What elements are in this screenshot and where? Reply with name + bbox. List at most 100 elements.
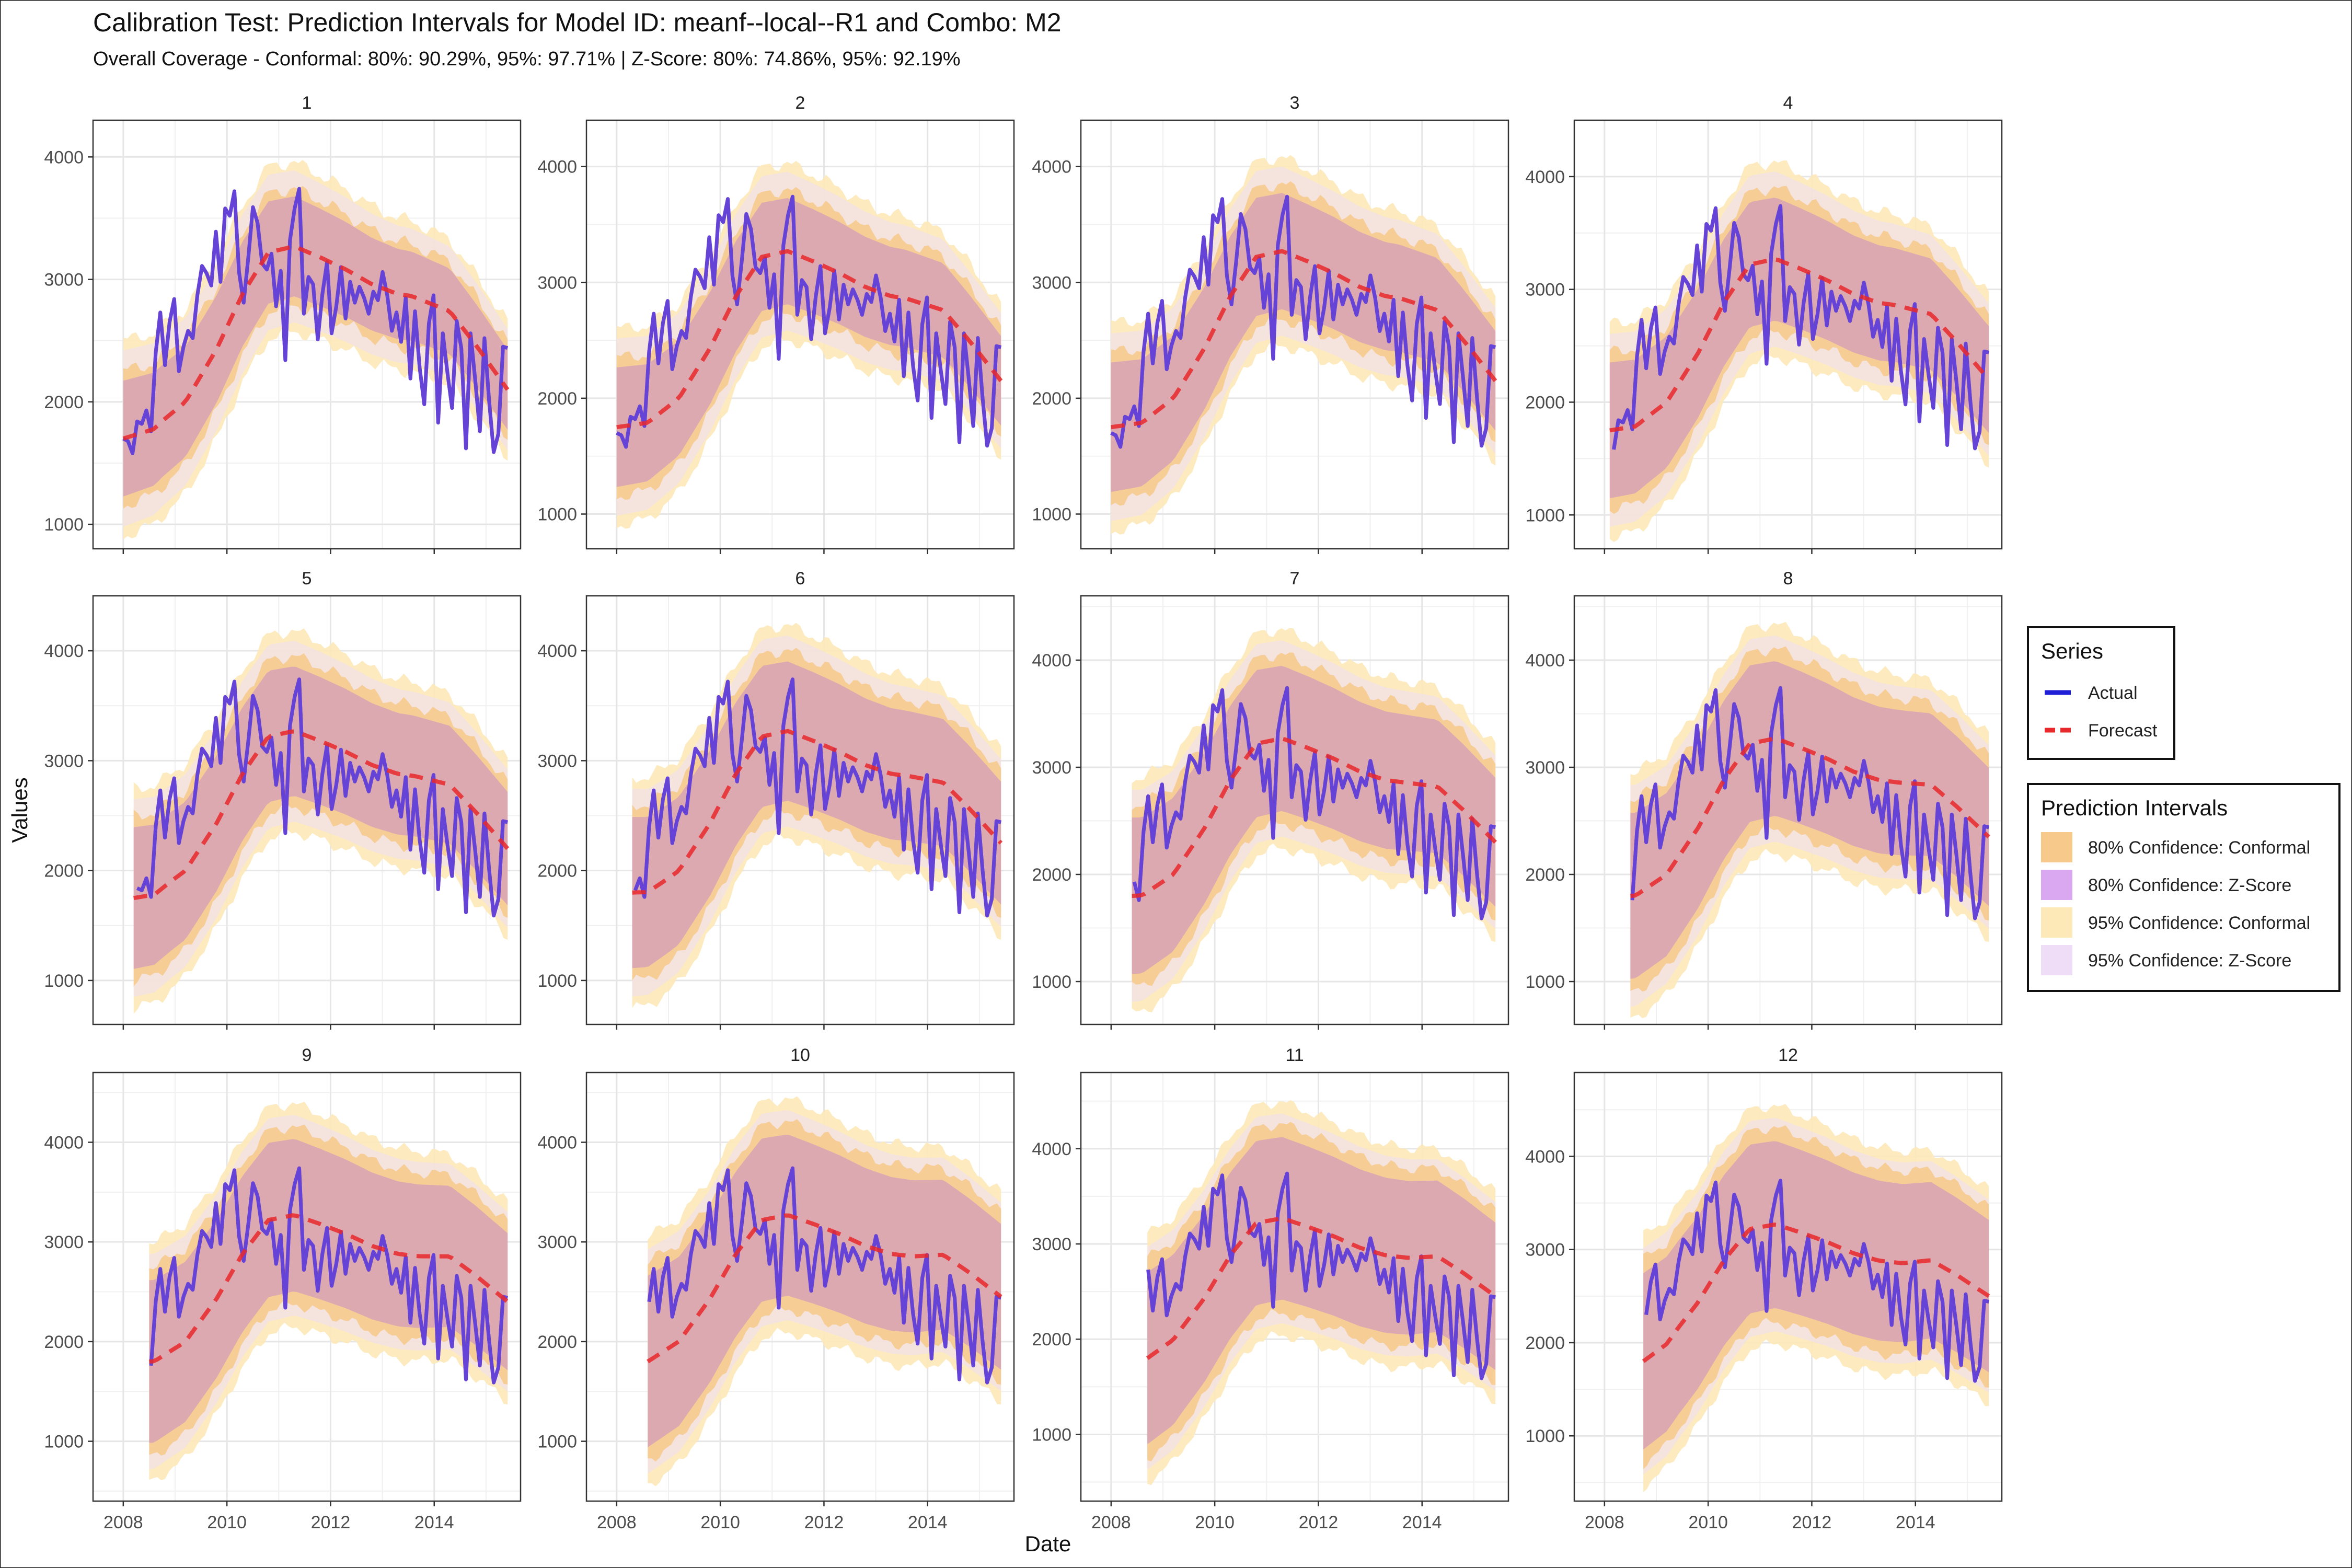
x-tick-label: 2012 (1792, 1513, 1832, 1532)
legend-intervals-title: Prediction Intervals (2041, 795, 2228, 820)
facet-panel-2: 2 1000 2000 3000 4000 (537, 93, 1015, 554)
y-tick-label: 2000 (1032, 865, 1071, 885)
x-tick-label: 2008 (1585, 1513, 1624, 1532)
y-tick-label: 3000 (44, 1232, 84, 1252)
y-tick-label: 3000 (1032, 1235, 1071, 1254)
y-tick-label: 3000 (537, 751, 577, 771)
legend-intervals-box (2027, 783, 2341, 992)
facet-panel-9: 9 1000 2000 3000 4000 2008 2010 2012 2014 (44, 1045, 522, 1532)
actual-line-overlay (616, 194, 1002, 449)
forecast-line (1146, 1216, 1497, 1360)
y-tick-label: 2000 (1525, 393, 1565, 412)
forecast-line (1642, 1223, 1990, 1363)
legend-interval-label: 95% Confidence: Conformal (2088, 913, 2310, 933)
forecast-line (647, 1213, 1002, 1364)
facet-panel-6: 6 1000 2000 3000 4000 (537, 569, 1015, 1030)
facet-panel-3: 3 1000 2000 3000 4000 (1032, 93, 1509, 554)
forecast-line (1609, 257, 1991, 433)
actual-line-overlay (1612, 204, 1990, 451)
y-tick-label: 2000 (44, 861, 84, 881)
y-tick-label: 4000 (1032, 157, 1071, 177)
x-tick-label: 2008 (1091, 1513, 1131, 1532)
legend-series-label: Forecast (2088, 721, 2158, 741)
legend-interval-swatch (2041, 832, 2072, 862)
legend-interval-label: 95% Confidence: Z-Score (2088, 951, 2291, 971)
y-tick-label: 4000 (1032, 651, 1071, 671)
y-tick-label: 1000 (1525, 505, 1565, 525)
y-tick-label: 3000 (1525, 280, 1565, 300)
forecast-line (1111, 249, 1497, 430)
y-tick-label: 4000 (44, 641, 84, 661)
actual-line-overlay (647, 1166, 1001, 1385)
legend-intervals: Prediction Intervals 80% Confidence: Conf… (2027, 783, 2341, 992)
panel-border (1080, 119, 1509, 550)
actual-line-overlay (1110, 194, 1496, 449)
y-tick-label: 4000 (537, 1133, 577, 1152)
actual-line-overlay (1644, 1179, 1989, 1383)
facet-panel-5: 5 1000 2000 3000 4000 (44, 569, 522, 1030)
facet-label: 10 (790, 1045, 810, 1065)
facet-panel-12: 12 1000 2000 3000 4000 2008 2010 2012 2014 (1525, 1045, 2003, 1532)
y-tick-label: 1000 (44, 515, 84, 535)
facet-label: 1 (302, 93, 312, 113)
interval-bands (133, 628, 508, 1014)
y-tick-label: 1000 (1032, 1425, 1071, 1445)
facet-label: 7 (1290, 569, 1300, 589)
legend-series-label: Actual (2088, 683, 2138, 703)
facet-panel-4: 4 1000 2000 3000 4000 (1525, 93, 2003, 554)
panel-border (1080, 595, 1509, 1025)
panel-border (92, 595, 522, 1025)
y-tick-label: 1000 (44, 971, 84, 991)
facet-label: 12 (1778, 1045, 1798, 1065)
band-80-zscore (1111, 193, 1496, 492)
x-tick-label: 2010 (700, 1513, 740, 1532)
band-80-zscore (648, 1135, 1001, 1447)
y-tick-label: 4000 (44, 147, 84, 167)
legend-interval-label: 80% Confidence: Conformal (2088, 838, 2310, 858)
x-tick-label: 2012 (1299, 1513, 1339, 1532)
facet-panels: 1 1000 2000 3000 4000 21000200030004000310002… (44, 93, 2003, 1532)
interval-bands (123, 159, 508, 539)
legend-interval-swatch (2041, 870, 2072, 900)
forecast-line (149, 1213, 509, 1364)
y-tick-label: 2000 (44, 393, 84, 412)
y-tick-label: 2000 (537, 861, 577, 881)
x-tick-label: 2008 (597, 1513, 637, 1532)
interval-bands (648, 1096, 1001, 1486)
y-tick-label: 3000 (1032, 758, 1071, 778)
panel-border (585, 119, 1015, 550)
y-tick-label: 2000 (1525, 1333, 1565, 1353)
facet-panel-10: 10 1000 2000 3000 4000 2008 2010 2012 2014 (537, 1045, 1015, 1532)
y-tick-label: 2000 (1032, 389, 1071, 409)
facet-label: 4 (1783, 93, 1793, 113)
chart-subtitle: Overall Coverage - Conformal: 80%: 90.29… (93, 48, 961, 70)
x-tick-label: 2012 (804, 1513, 844, 1532)
actual-line-overlay (1146, 1171, 1496, 1380)
panel-border (92, 1071, 522, 1502)
panel-border (585, 595, 1015, 1025)
forecast-line (616, 249, 1003, 430)
legend-interval-swatch (2041, 945, 2072, 975)
y-tick-label: 1000 (1525, 1426, 1565, 1446)
facet-panel-8: 8 1000 2000 3000 4000 (1525, 569, 2003, 1030)
actual-line-overlay (136, 677, 509, 918)
forecast-line (122, 244, 510, 441)
band-80-zscore (632, 661, 1001, 969)
actual-line-overlay (149, 1166, 508, 1385)
legend: Series Actual Forecast Prediction Intervals… (2027, 626, 2341, 992)
actual-line-overlay (1630, 686, 1989, 920)
y-tick-label: 2000 (537, 389, 577, 409)
forecast-line (632, 729, 1003, 895)
interval-bands (632, 622, 1001, 1008)
y-tick-label: 3000 (1525, 758, 1565, 778)
band-80-zscore (616, 198, 1001, 487)
interval-bands (616, 160, 1001, 529)
legend-interval-swatch (2041, 907, 2072, 938)
facet-panel-11: 11 1000 2000 3000 4000 2008 2010 2012 2014 (1032, 1045, 1509, 1532)
y-tick-label: 4000 (1525, 1147, 1565, 1167)
x-tick-label: 2010 (207, 1513, 247, 1532)
panel-border (1573, 1071, 2003, 1502)
legend-interval-label: 80% Confidence: Z-Score (2088, 875, 2291, 895)
y-tick-label: 1000 (537, 1432, 577, 1452)
